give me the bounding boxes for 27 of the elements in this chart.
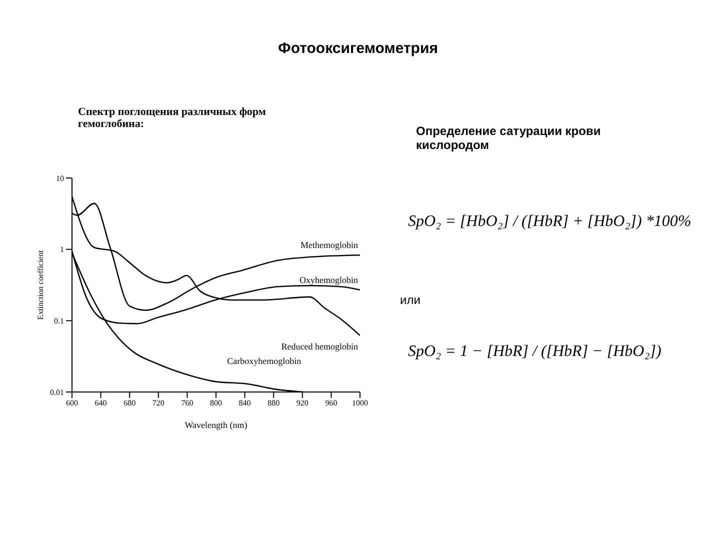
- x-tick-label: 800: [210, 398, 222, 408]
- x-axis-title: Wavelength (nm): [184, 420, 248, 430]
- y-tick-label: 0.1: [54, 316, 64, 326]
- text: или: [400, 293, 422, 307]
- text: SpO₂ = 1 − [HbR] / ([HbR] − [HbO₂]): [408, 343, 662, 361]
- x-tick-label: 680: [124, 398, 136, 408]
- x-tick-label: 960: [325, 398, 338, 408]
- chart-subtitle: Спектр поглощения различных форм гемоглобина:: [78, 106, 267, 130]
- y-tick-label: 1: [60, 245, 64, 254]
- chart-title: Фотооксигемометрия: [277, 40, 439, 57]
- x-tick-label: 920: [296, 398, 308, 408]
- series-label: Methemoglobin: [300, 240, 358, 250]
- y-tick-label: 0.01: [50, 388, 64, 397]
- x-tick-label: 720: [152, 398, 164, 408]
- x-tick-label: 840: [238, 398, 251, 408]
- x-tick-label: 640: [94, 398, 107, 408]
- x-tick-label: 600: [66, 398, 78, 408]
- y-tick-label: 10: [56, 174, 64, 183]
- text: SpO₂ = [HbO₂] / ([HbR] + [HbO₂]) *100%: [408, 213, 692, 231]
- text: Определение сатурации крови кислородом: [416, 124, 602, 152]
- series-label: Reduced hemoglobin: [281, 341, 358, 352]
- x-tick-label: 880: [268, 398, 280, 408]
- series-label: Carboxyhemoglobin: [227, 356, 302, 366]
- x-tick-label: 760: [181, 398, 194, 408]
- series-label: Oxyhemoglobin: [300, 274, 358, 285]
- y-axis-title: Extinction coefficient: [36, 250, 45, 320]
- x-tick-label: 1000: [352, 398, 368, 408]
